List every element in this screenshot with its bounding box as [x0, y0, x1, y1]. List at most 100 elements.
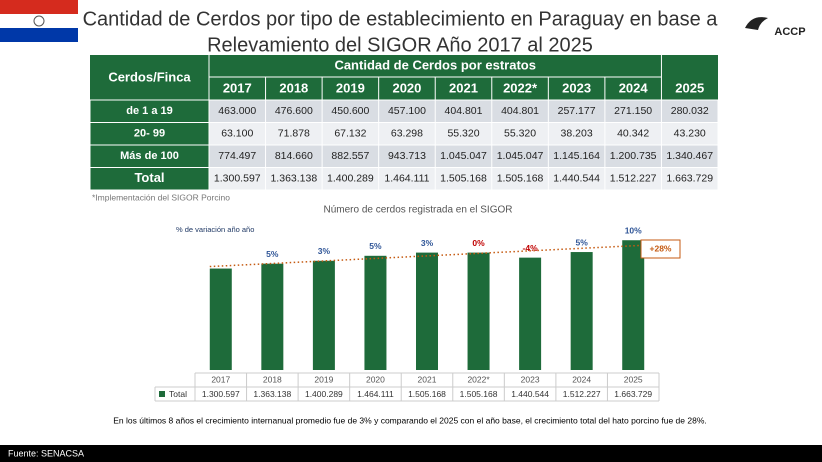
cell: 882.557 [331, 150, 369, 162]
cell: 943.713 [388, 150, 426, 162]
logo-text: ACCP [774, 26, 805, 38]
trend-box [640, 239, 681, 259]
cell: 1.512.227 [610, 173, 657, 185]
cell: 1.340.467 [666, 150, 713, 162]
footer-bar [0, 445, 822, 462]
column-header: 2019 [336, 80, 365, 95]
cell: 1.300.597 [214, 173, 261, 185]
cell: 1.363.138 [270, 173, 317, 185]
column-header: 2017 [223, 80, 252, 95]
value-label: 1.440.544 [511, 389, 549, 399]
x-tick-label: 2021 [418, 374, 437, 384]
cell: 1.505.168 [440, 173, 487, 185]
bar [261, 263, 284, 370]
trend-label: +28% [650, 243, 672, 253]
variation-label: 5% [576, 237, 589, 247]
cell: 257.177 [558, 105, 596, 117]
logo: ACCP [745, 17, 806, 38]
variation-label: 3% [318, 246, 331, 256]
cell: 450.600 [331, 105, 369, 117]
table-corner: Cerdos/Finca [108, 69, 191, 84]
flag [0, 0, 78, 42]
cell: 774.497 [218, 150, 256, 162]
cell: 1.464.111 [384, 173, 429, 185]
row-cells [208, 167, 719, 191]
chart-title: Número de cerdos registrada en el SIGOR [324, 205, 513, 216]
x-tick-label: 2022* [467, 374, 490, 384]
cell: 63.298 [391, 128, 423, 140]
value-label: 1.464.111 [357, 389, 394, 399]
trend-line [209, 244, 645, 268]
column-header: 2023 [562, 80, 591, 95]
variation-label: 5% [369, 241, 382, 251]
cell: 1.505.168 [497, 173, 544, 185]
cell: 463.000 [218, 105, 256, 117]
column-header: 2021 [449, 80, 478, 95]
bar [467, 252, 490, 370]
column-header: 2018 [279, 80, 308, 95]
row-label: 20- 99 [134, 128, 165, 140]
cell: 476.600 [275, 105, 313, 117]
column-header: 2020 [392, 80, 421, 95]
bar [312, 260, 335, 370]
cell: 814.660 [275, 150, 313, 162]
cell: 457.100 [388, 105, 426, 117]
chart-subtitle: % de variación año año [176, 225, 254, 234]
cell: 55.320 [447, 128, 479, 140]
cell: 55.320 [504, 128, 536, 140]
value-label: 1.363.138 [253, 389, 291, 399]
cell: 40.342 [617, 128, 649, 140]
variation-label: 0% [472, 238, 485, 248]
column-header: 2025 [675, 80, 704, 95]
row-label: Más de 100 [120, 150, 179, 162]
value-label: 1.663.729 [614, 389, 652, 399]
bar [519, 257, 542, 370]
x-tick-label: 2018 [263, 374, 282, 384]
cell: 404.801 [445, 105, 483, 117]
cell: 43.230 [674, 128, 706, 140]
cell: 71.878 [278, 128, 310, 140]
value-label: 1.400.289 [305, 389, 343, 399]
source: Fuente: SENACSA [8, 448, 84, 458]
cell: 38.203 [561, 128, 593, 140]
variation-label: 10% [625, 225, 642, 235]
x-tick-label: 2024 [572, 374, 591, 384]
cell: 271.150 [614, 105, 652, 117]
cell: 1.145.164 [553, 150, 600, 162]
row-label: Total [134, 170, 164, 185]
table-note: *Implementación del SIGOR Porcino [92, 192, 230, 202]
variation-label: -4% [523, 243, 539, 253]
x-tick-label: 2017 [211, 374, 230, 384]
row-label: de 1 a 19 [126, 105, 172, 117]
cell: 67.132 [334, 128, 366, 140]
variation-label: 3% [421, 238, 434, 248]
bar [622, 240, 645, 370]
cell: 1.663.729 [666, 173, 713, 185]
title-line: Relevamiento del SIGOR Año 2017 al 2025 [207, 34, 593, 56]
legend-swatch [159, 391, 165, 397]
column-header: 2022* [503, 80, 538, 95]
bar [570, 252, 593, 370]
bar [209, 268, 232, 370]
table-group-header: Cantidad de Cerdos por estratos [334, 57, 536, 72]
cell: 1.045.047 [497, 150, 544, 162]
bar [364, 255, 387, 370]
cell: 63.100 [221, 128, 253, 140]
column-header: 2024 [619, 80, 649, 95]
value-label: 1.300.597 [202, 389, 240, 399]
title-line: Cantidad de Cerdos por tipo de estableci… [83, 8, 719, 30]
x-tick-label: 2020 [366, 374, 385, 384]
value-label: 1.512.227 [563, 389, 601, 399]
summary: En los últimos 8 años el crecimiento int… [113, 415, 706, 425]
cell: 1.400.289 [327, 173, 374, 185]
value-label: 1.505.168 [408, 389, 446, 399]
variation-label: 5% [266, 249, 279, 259]
cell: 404.801 [501, 105, 539, 117]
x-tick-label: 2023 [521, 374, 540, 384]
cell: 1.045.047 [440, 150, 487, 162]
cell: 280.032 [671, 105, 709, 117]
value-label: 1.505.168 [460, 389, 498, 399]
cell: 1.200.735 [610, 150, 657, 162]
bar [416, 252, 438, 370]
